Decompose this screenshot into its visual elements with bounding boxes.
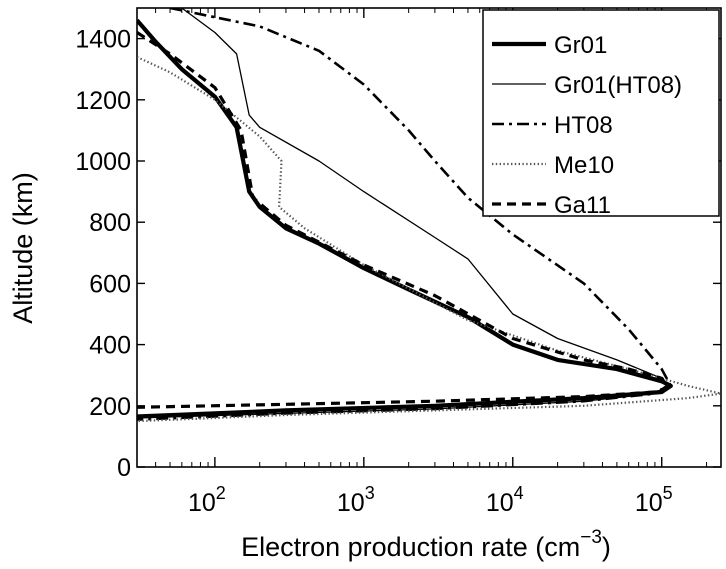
series-lines (137, 8, 721, 423)
x-tick-label: 102 (188, 483, 226, 517)
series-line-gr01 (137, 18, 673, 419)
series-line-ht08 (137, 8, 673, 421)
y-tick-label: 1000 (75, 148, 131, 176)
y-tick-label: 600 (89, 270, 131, 298)
x-tick-label: 105 (635, 483, 673, 517)
legend-label: Ga11 (554, 192, 611, 219)
legend-label: Gr01(HT08) (554, 72, 682, 99)
y-tick-label: 800 (89, 209, 131, 237)
plot-frame (136, 7, 722, 468)
series-line-ga11 (137, 31, 670, 409)
x-axis-title: Electron production rate (cm−3) (241, 527, 611, 562)
legend-label: Gr01 (554, 32, 607, 59)
y-tick-label: 1200 (75, 87, 131, 115)
y-axis-title: Altitude (km) (8, 172, 38, 324)
y-tick-label: 400 (89, 332, 131, 360)
y-tick-label: 1400 (75, 26, 131, 54)
y-tick-label: 200 (89, 393, 131, 421)
legend: Gr01 Gr01(HT08) HT08 Me10 Ga11 (482, 9, 720, 219)
x-tick-label: 104 (486, 483, 524, 517)
y-tick-label: 0 (117, 454, 131, 482)
legend-label: Me10 (554, 152, 614, 179)
x-tick-label: 103 (337, 483, 375, 517)
legend-label: HT08 (554, 112, 613, 139)
